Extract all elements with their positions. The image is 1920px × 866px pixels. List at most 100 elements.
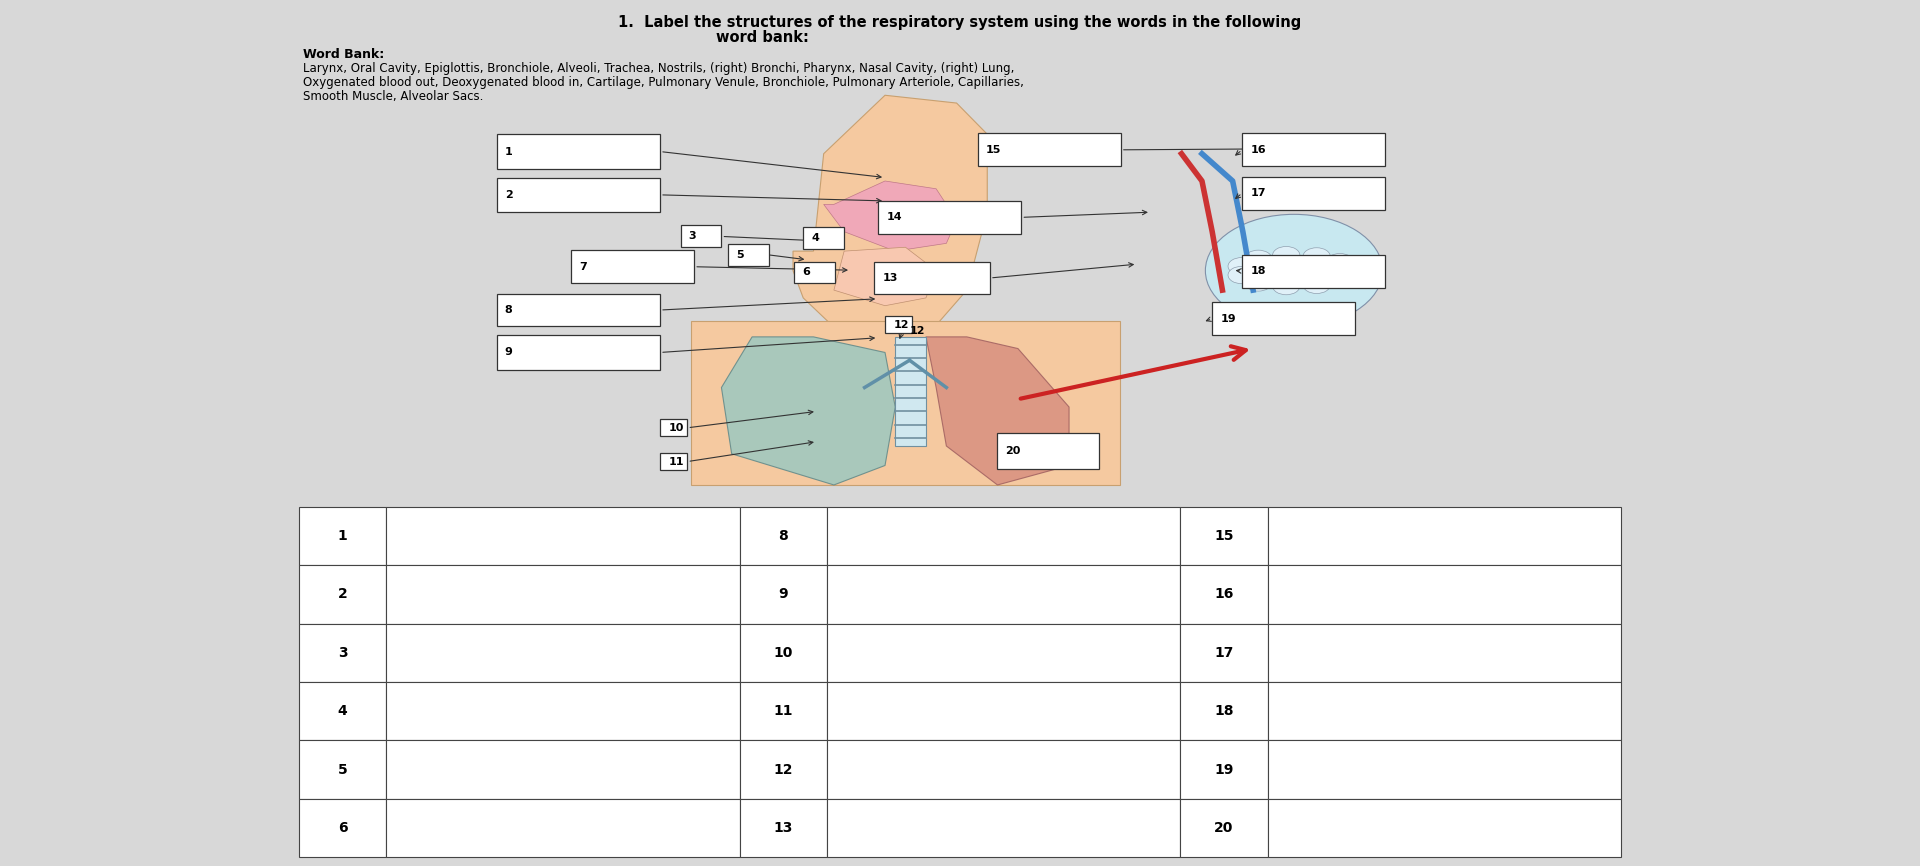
FancyBboxPatch shape: [828, 565, 1181, 624]
Circle shape: [1327, 254, 1354, 271]
Circle shape: [1304, 248, 1331, 265]
Text: 15: 15: [1213, 529, 1235, 543]
FancyBboxPatch shape: [1181, 565, 1267, 624]
Circle shape: [1206, 215, 1382, 326]
Text: 17: 17: [1213, 646, 1235, 660]
Text: 4: 4: [812, 233, 820, 242]
Text: 10: 10: [774, 646, 793, 660]
Text: Word Bank:: Word Bank:: [303, 48, 384, 61]
FancyBboxPatch shape: [497, 335, 660, 370]
Polygon shape: [895, 337, 925, 446]
FancyBboxPatch shape: [300, 565, 386, 624]
Text: 20: 20: [1004, 446, 1020, 456]
FancyBboxPatch shape: [828, 798, 1181, 857]
Text: 2: 2: [338, 587, 348, 601]
Text: 13: 13: [774, 821, 793, 835]
Circle shape: [1334, 262, 1361, 279]
FancyBboxPatch shape: [1181, 682, 1267, 740]
Text: 11: 11: [774, 704, 793, 718]
Text: 13: 13: [883, 273, 899, 283]
FancyBboxPatch shape: [1242, 177, 1386, 210]
Text: Smooth Muscle, Alveolar Sacs.: Smooth Muscle, Alveolar Sacs.: [303, 90, 484, 103]
Text: 3: 3: [689, 231, 697, 241]
FancyBboxPatch shape: [386, 507, 739, 565]
Text: 10: 10: [668, 423, 684, 433]
Text: 2: 2: [505, 190, 513, 200]
Text: 5: 5: [338, 763, 348, 777]
FancyBboxPatch shape: [300, 740, 386, 798]
Circle shape: [1229, 267, 1256, 284]
FancyBboxPatch shape: [1267, 624, 1620, 682]
FancyBboxPatch shape: [739, 740, 828, 798]
FancyBboxPatch shape: [1212, 302, 1356, 335]
Text: 16: 16: [1250, 145, 1265, 155]
Polygon shape: [793, 95, 987, 337]
Text: Oxygenated blood out, Deoxygenated blood in, Cartilage, Pulmonary Venule, Bronch: Oxygenated blood out, Deoxygenated blood…: [303, 76, 1023, 89]
FancyBboxPatch shape: [1181, 798, 1267, 857]
FancyBboxPatch shape: [386, 624, 739, 682]
FancyBboxPatch shape: [828, 507, 1181, 565]
Text: word bank:: word bank:: [716, 30, 808, 45]
FancyBboxPatch shape: [1267, 507, 1620, 565]
FancyBboxPatch shape: [1181, 740, 1267, 798]
Text: 11: 11: [668, 456, 684, 467]
Circle shape: [1244, 274, 1271, 291]
Text: 12: 12: [910, 326, 925, 336]
Text: 5: 5: [737, 250, 745, 260]
FancyBboxPatch shape: [1181, 507, 1267, 565]
FancyBboxPatch shape: [1267, 798, 1620, 857]
FancyBboxPatch shape: [1242, 255, 1386, 288]
FancyBboxPatch shape: [828, 624, 1181, 682]
Text: 9: 9: [505, 347, 513, 358]
FancyBboxPatch shape: [497, 178, 660, 212]
Text: 14: 14: [887, 212, 902, 223]
FancyBboxPatch shape: [828, 682, 1181, 740]
Polygon shape: [824, 181, 956, 251]
FancyBboxPatch shape: [497, 294, 660, 326]
Text: Larynx, Oral Cavity, Epiglottis, Bronchiole, Alveoli, Trachea, Nostrils, (right): Larynx, Oral Cavity, Epiglottis, Bronchi…: [303, 62, 1014, 75]
Circle shape: [1334, 262, 1361, 279]
Text: 1: 1: [338, 529, 348, 543]
Text: 7: 7: [580, 262, 588, 272]
FancyBboxPatch shape: [1267, 740, 1620, 798]
Text: 19: 19: [1213, 763, 1235, 777]
FancyBboxPatch shape: [996, 433, 1098, 469]
Circle shape: [1244, 250, 1271, 268]
Text: 17: 17: [1250, 188, 1265, 198]
FancyBboxPatch shape: [1181, 624, 1267, 682]
Text: 8: 8: [505, 305, 513, 315]
Polygon shape: [925, 337, 1069, 485]
FancyBboxPatch shape: [300, 798, 386, 857]
Circle shape: [1273, 277, 1300, 294]
Text: 16: 16: [1213, 587, 1235, 601]
FancyBboxPatch shape: [739, 507, 828, 565]
Polygon shape: [722, 337, 895, 485]
FancyBboxPatch shape: [300, 682, 386, 740]
Circle shape: [1273, 247, 1300, 264]
FancyBboxPatch shape: [660, 453, 687, 470]
FancyBboxPatch shape: [885, 316, 912, 333]
FancyBboxPatch shape: [386, 565, 739, 624]
FancyBboxPatch shape: [874, 262, 991, 294]
Text: 19: 19: [1221, 313, 1236, 324]
Circle shape: [1304, 276, 1331, 294]
Text: 4: 4: [338, 704, 348, 718]
FancyBboxPatch shape: [793, 262, 835, 283]
FancyBboxPatch shape: [660, 419, 687, 436]
Text: 6: 6: [803, 268, 810, 277]
FancyBboxPatch shape: [1242, 133, 1386, 166]
FancyBboxPatch shape: [572, 250, 695, 283]
FancyBboxPatch shape: [1267, 682, 1620, 740]
Text: 15: 15: [985, 145, 1000, 155]
FancyBboxPatch shape: [803, 227, 845, 249]
Text: 9: 9: [778, 587, 787, 601]
FancyBboxPatch shape: [728, 244, 770, 266]
FancyBboxPatch shape: [828, 740, 1181, 798]
FancyBboxPatch shape: [300, 507, 386, 565]
FancyBboxPatch shape: [386, 682, 739, 740]
FancyBboxPatch shape: [386, 740, 739, 798]
FancyBboxPatch shape: [739, 798, 828, 857]
FancyBboxPatch shape: [386, 798, 739, 857]
Text: 20: 20: [1213, 821, 1235, 835]
Circle shape: [1229, 257, 1256, 275]
